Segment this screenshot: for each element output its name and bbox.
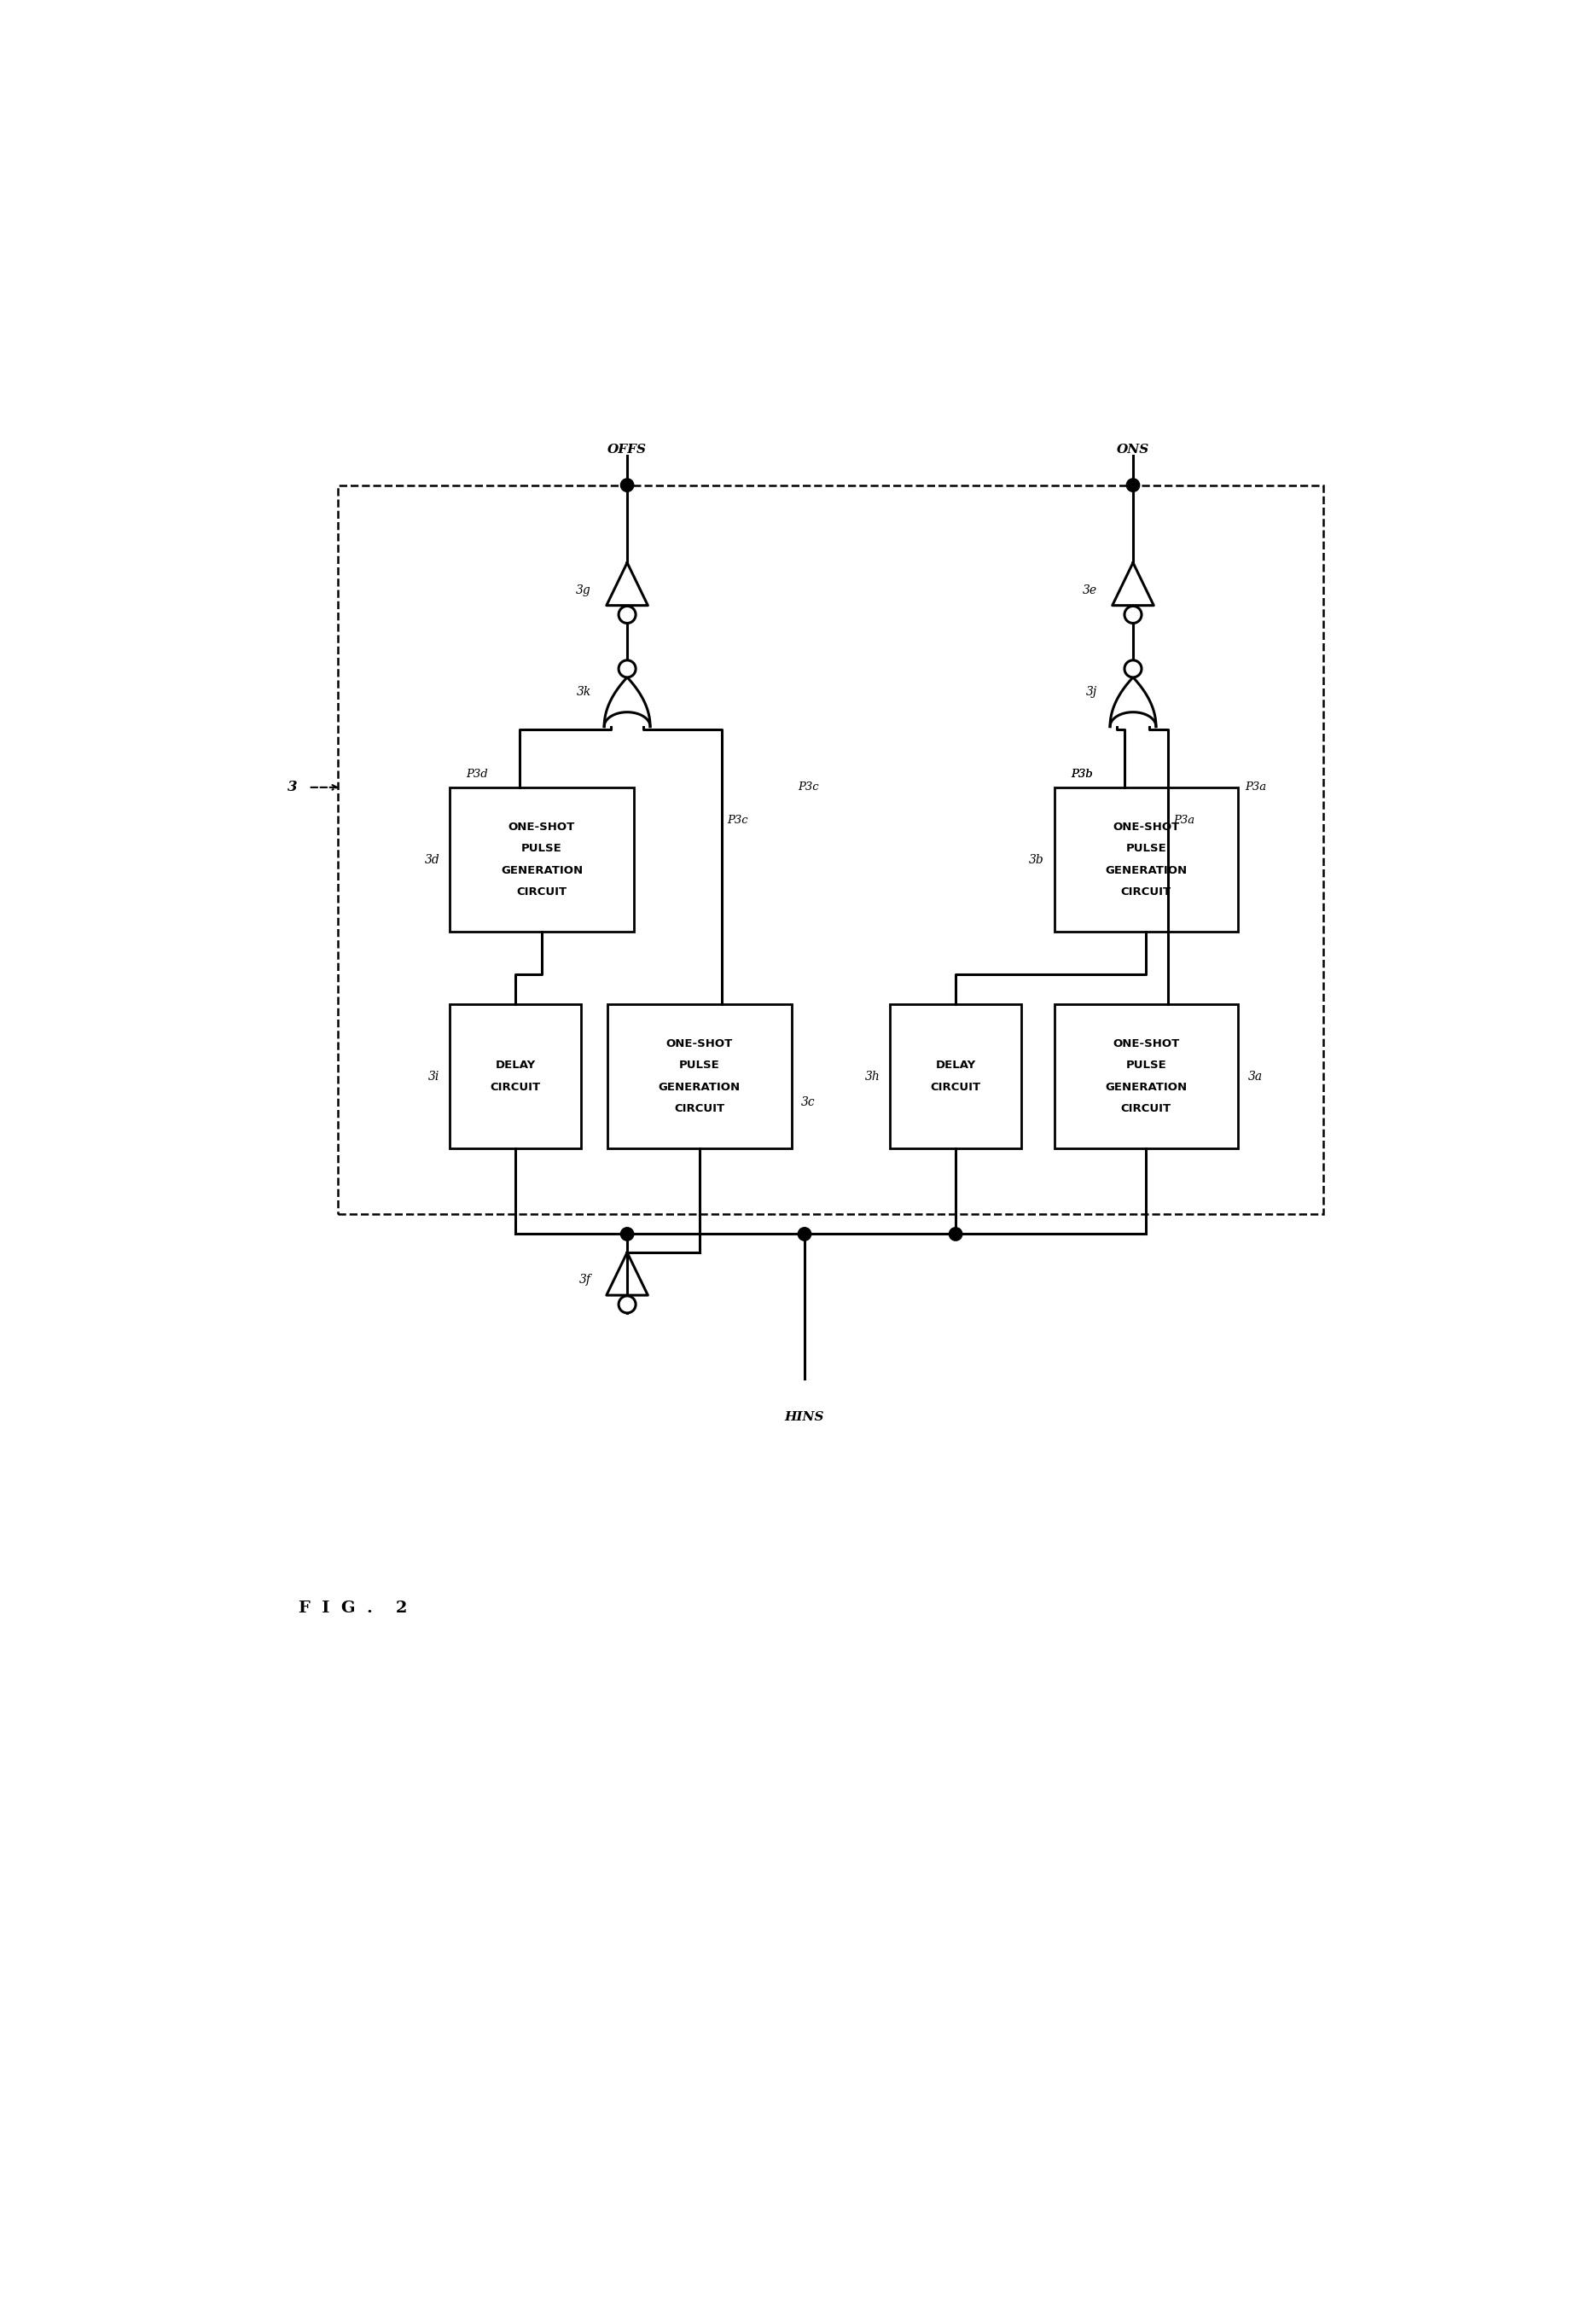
Text: HINS: HINS bbox=[784, 1411, 824, 1422]
Text: ONE-SHOT: ONE-SHOT bbox=[665, 1039, 733, 1050]
Text: DELAY: DELAY bbox=[496, 1060, 535, 1071]
Text: 3d: 3d bbox=[425, 853, 439, 865]
Text: 3k: 3k bbox=[576, 686, 590, 697]
Text: CIRCUIT: CIRCUIT bbox=[516, 885, 566, 897]
Bar bbox=[450, 1004, 581, 1148]
Text: P3b: P3b bbox=[1070, 769, 1092, 779]
Text: CIRCUIT: CIRCUIT bbox=[1120, 1104, 1170, 1116]
Text: 3i: 3i bbox=[428, 1071, 439, 1083]
Circle shape bbox=[949, 1227, 962, 1241]
Text: PULSE: PULSE bbox=[521, 844, 562, 855]
Circle shape bbox=[618, 607, 635, 623]
Text: GENERATION: GENERATION bbox=[501, 865, 582, 876]
Text: CIRCUIT: CIRCUIT bbox=[490, 1081, 540, 1092]
Text: PULSE: PULSE bbox=[1125, 844, 1166, 855]
Text: P3b: P3b bbox=[1070, 769, 1092, 779]
Text: OFFS: OFFS bbox=[607, 444, 646, 456]
Text: P3c: P3c bbox=[797, 781, 819, 792]
Circle shape bbox=[797, 1227, 811, 1241]
Bar bbox=[1054, 788, 1238, 932]
Text: PULSE: PULSE bbox=[679, 1060, 720, 1071]
Bar bbox=[450, 788, 634, 932]
Text: ONE-SHOT: ONE-SHOT bbox=[1112, 823, 1178, 832]
Text: PULSE: PULSE bbox=[1125, 1060, 1166, 1071]
Text: F  I  G  .    2: F I G . 2 bbox=[298, 1601, 406, 1615]
Bar bbox=[890, 1004, 1021, 1148]
Text: CIRCUIT: CIRCUIT bbox=[930, 1081, 981, 1092]
Circle shape bbox=[1127, 479, 1139, 493]
Bar bbox=[1054, 1004, 1238, 1148]
Text: 3c: 3c bbox=[800, 1097, 814, 1109]
Text: 3a: 3a bbox=[1247, 1071, 1261, 1083]
Text: CIRCUIT: CIRCUIT bbox=[673, 1104, 725, 1116]
Text: 3e: 3e bbox=[1081, 583, 1097, 597]
Bar bbox=[607, 1004, 791, 1148]
Text: CIRCUIT: CIRCUIT bbox=[1120, 885, 1170, 897]
Text: 3f: 3f bbox=[579, 1274, 590, 1285]
Text: DELAY: DELAY bbox=[935, 1060, 976, 1071]
Text: P3a: P3a bbox=[1244, 781, 1266, 792]
Circle shape bbox=[620, 1227, 634, 1241]
Text: GENERATION: GENERATION bbox=[1105, 865, 1186, 876]
Text: GENERATION: GENERATION bbox=[1105, 1081, 1186, 1092]
Text: 3b: 3b bbox=[1029, 853, 1043, 865]
Text: 3: 3 bbox=[287, 781, 297, 795]
Text: 3h: 3h bbox=[865, 1071, 880, 1083]
Text: P3d: P3d bbox=[466, 769, 488, 779]
Text: ONS: ONS bbox=[1116, 444, 1149, 456]
Circle shape bbox=[1123, 607, 1141, 623]
Text: P3c: P3c bbox=[726, 816, 747, 825]
Bar bbox=[337, 486, 1323, 1215]
Circle shape bbox=[1123, 660, 1141, 676]
Circle shape bbox=[620, 479, 634, 493]
Text: ONE-SHOT: ONE-SHOT bbox=[1112, 1039, 1178, 1050]
Circle shape bbox=[618, 660, 635, 676]
Text: GENERATION: GENERATION bbox=[657, 1081, 741, 1092]
Circle shape bbox=[618, 1297, 635, 1313]
Text: ONE-SHOT: ONE-SHOT bbox=[508, 823, 574, 832]
Text: 3j: 3j bbox=[1086, 686, 1097, 697]
Text: P3a: P3a bbox=[1174, 816, 1194, 825]
Text: 3g: 3g bbox=[576, 583, 590, 597]
